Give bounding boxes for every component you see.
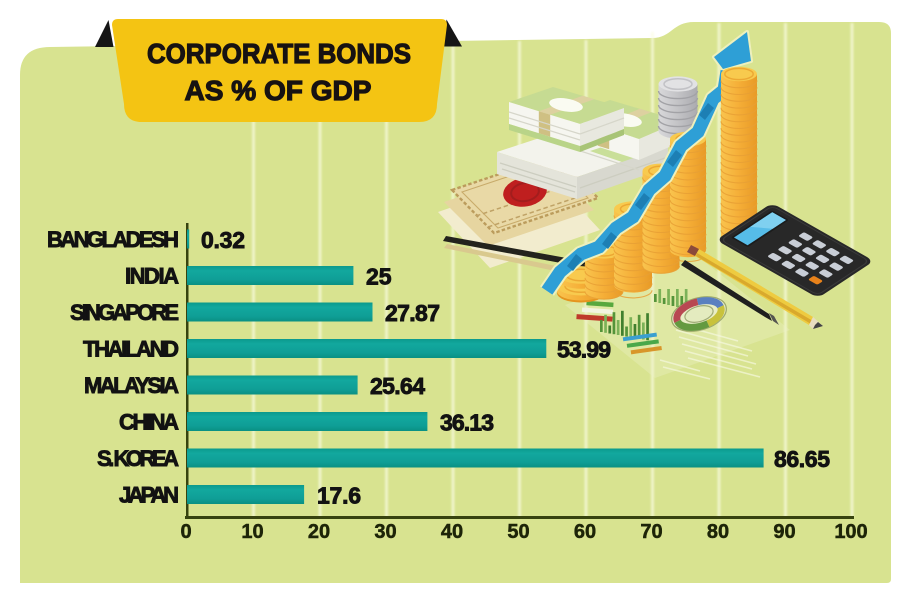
svg-text:INDIA: INDIA (125, 264, 179, 289)
svg-text:80: 80 (707, 521, 729, 543)
svg-text:JAPAN: JAPAN (119, 483, 179, 508)
svg-text:S. KOREA: S. KOREA (97, 446, 179, 471)
svg-text:0.32: 0.32 (201, 227, 245, 253)
svg-text:40: 40 (441, 521, 463, 543)
svg-text:25.64: 25.64 (370, 373, 425, 399)
svg-text:0: 0 (180, 521, 191, 543)
svg-text:CORPORATE BONDS: CORPORATE BONDS (147, 38, 411, 69)
svg-text:BANGLADESH: BANGLADESH (47, 227, 179, 252)
svg-text:70: 70 (640, 521, 662, 543)
svg-text:SINGAPORE: SINGAPORE (70, 300, 179, 325)
svg-text:25: 25 (366, 264, 392, 290)
svg-text:AS % OF GDP: AS % OF GDP (185, 75, 372, 106)
svg-text:THAILAND: THAILAND (83, 337, 179, 362)
svg-text:MALAYSIA: MALAYSIA (84, 373, 179, 398)
svg-text:86.65: 86.65 (774, 446, 830, 472)
svg-text:20: 20 (308, 521, 330, 543)
svg-text:90: 90 (773, 521, 795, 543)
svg-text:10: 10 (241, 521, 263, 543)
svg-text:50: 50 (507, 521, 529, 543)
svg-text:53.99: 53.99 (557, 337, 611, 363)
svg-text:100: 100 (834, 521, 867, 543)
svg-text:CHINA: CHINA (119, 410, 179, 435)
svg-text:36.13: 36.13 (440, 410, 494, 436)
svg-text:60: 60 (574, 521, 596, 543)
svg-text:17.6: 17.6 (317, 483, 361, 509)
svg-text:30: 30 (374, 521, 396, 543)
svg-text:27.87: 27.87 (385, 300, 440, 326)
